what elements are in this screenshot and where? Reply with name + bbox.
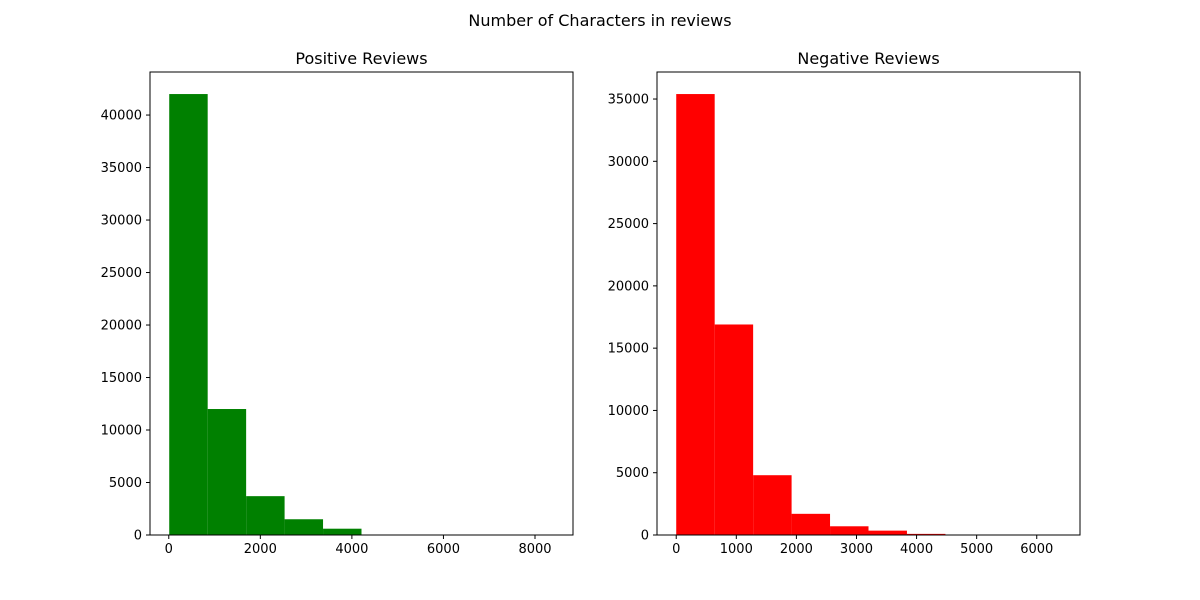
- positive-axes-title: Positive Reviews: [295, 49, 427, 68]
- negative-x-tick-label: 6000: [1020, 542, 1053, 557]
- negative-histogram-bar: [906, 533, 946, 535]
- positive-y-tick-label: 30000: [101, 214, 142, 229]
- negative-histogram-bar: [868, 530, 907, 535]
- negative-y-tick-label: 0: [641, 529, 649, 544]
- positive-y-tick-label: 15000: [101, 371, 142, 386]
- positive-y-tick-label: 40000: [101, 109, 142, 124]
- positive-histogram-bar: [207, 409, 247, 535]
- negative-y-tick-label: 10000: [608, 404, 649, 419]
- positive-y-tick-label: 25000: [101, 266, 142, 281]
- positive-reviews-axes: Positive Reviews 0 2000 4000 6000 8000 0 5000 10…: [101, 49, 574, 557]
- positive-y-tick-label: 20000: [101, 319, 142, 334]
- negative-y-tick-label: 25000: [608, 217, 649, 232]
- positive-y-tick-label: 10000: [101, 424, 142, 439]
- negative-y-tick-label: 15000: [608, 342, 649, 357]
- positive-y-tick-label: 5000: [109, 476, 142, 491]
- positive-y-tick-label: 0: [134, 529, 142, 544]
- negative-axes-frame: [656, 71, 1081, 536]
- negative-x-tick-label: 4000: [900, 542, 933, 557]
- positive-x-tick-label: 2000: [244, 542, 277, 557]
- negative-x-tick-label: 5000: [960, 542, 993, 557]
- positive-x-tick-label: 0: [165, 542, 173, 557]
- positive-axes-frame: [149, 71, 574, 536]
- negative-y-tick-label: 20000: [608, 279, 649, 294]
- negative-y-tick-label: 35000: [608, 93, 649, 108]
- positive-histogram-bar: [246, 496, 285, 535]
- negative-x-tick-label: 1000: [720, 542, 753, 557]
- negative-reviews-axes: Negative Reviews 0 1000 2000 3000 4000 5000 600…: [608, 49, 1081, 557]
- negative-histogram-bar: [676, 94, 715, 536]
- positive-histogram-bar: [284, 519, 324, 535]
- negative-x-tick-label: 3000: [840, 542, 873, 557]
- negative-x-tick-label: 0: [672, 542, 680, 557]
- positive-x-tick-label: 6000: [427, 542, 460, 557]
- negative-histogram-bar: [830, 526, 869, 535]
- figure-suptitle: Number of Characters in reviews: [468, 11, 731, 30]
- positive-y-tick-label: 35000: [101, 161, 142, 176]
- positive-histogram-bar: [169, 94, 208, 536]
- positive-histogram-bar: [323, 528, 362, 535]
- negative-histogram-bar: [714, 324, 754, 535]
- negative-y-tick-label: 30000: [608, 155, 649, 170]
- positive-x-tick-label: 8000: [518, 542, 551, 557]
- negative-x-tick-label: 2000: [780, 542, 813, 557]
- negative-y-tick-label: 5000: [616, 466, 649, 481]
- negative-histogram-bar: [791, 513, 831, 535]
- negative-histogram-bar: [753, 475, 792, 535]
- negative-axes-title: Negative Reviews: [797, 49, 939, 68]
- positive-x-tick-label: 4000: [335, 542, 368, 557]
